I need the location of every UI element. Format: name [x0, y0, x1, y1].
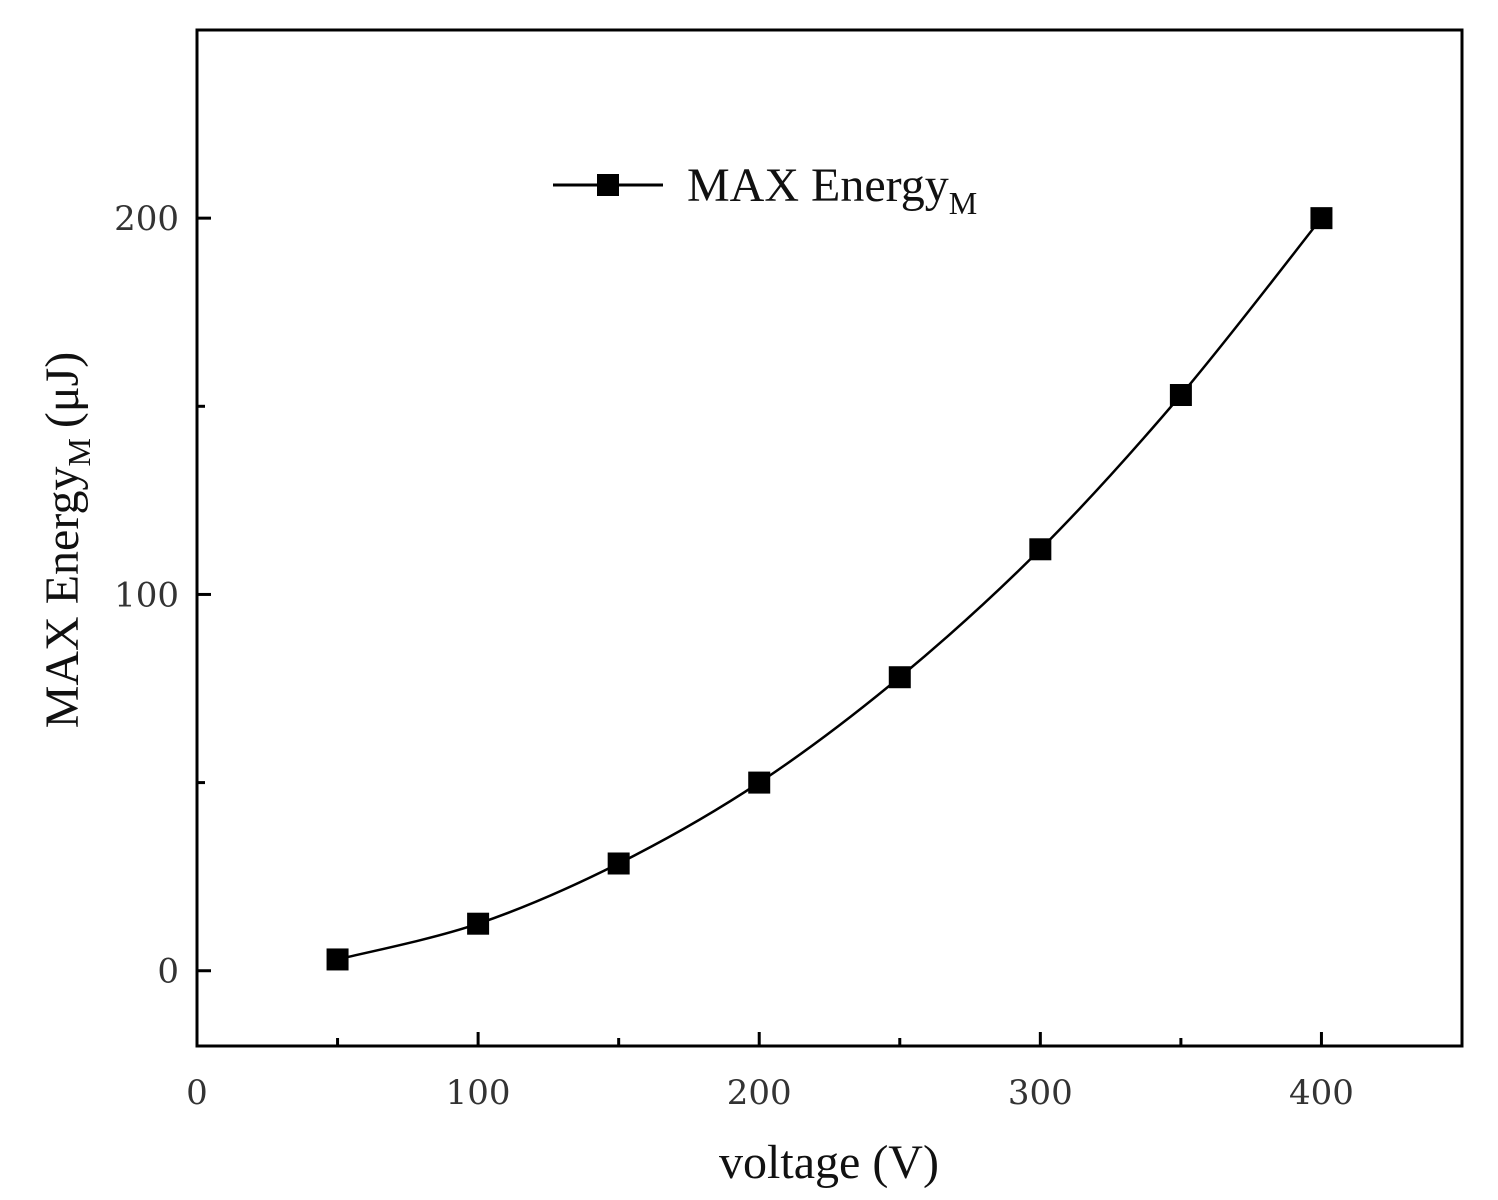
x-tick-label: 100 [446, 1073, 511, 1113]
x-axis-ticks: 0 100 200 300 400 [186, 1032, 1354, 1113]
x-tick-label: 0 [186, 1073, 208, 1113]
data-point-marker [607, 852, 630, 875]
data-point-marker [467, 912, 490, 935]
legend-series-subscript: M [949, 185, 977, 221]
data-point-marker [326, 948, 349, 971]
plot-frame [195, 28, 1464, 1048]
legend-label: MAX EnergyM [687, 159, 977, 221]
y-tick-label: 200 [114, 199, 179, 239]
y-axis-title-unit: (μJ) [36, 352, 89, 428]
series-layer [326, 207, 1333, 971]
data-point-marker [888, 666, 911, 689]
legend-marker [597, 174, 619, 196]
y-tick-label: 100 [114, 575, 179, 615]
y-axis-title: MAX EnergyM (μJ) [36, 352, 97, 729]
x-tick-label: 400 [1289, 1073, 1354, 1113]
x-tick-label: 300 [1008, 1073, 1073, 1113]
data-point-marker [748, 771, 771, 794]
legend: MAX EnergyM [553, 159, 977, 221]
data-point-marker [1310, 207, 1333, 230]
data-point-marker [1169, 384, 1192, 407]
legend-series-name: MAX Energy [687, 159, 949, 212]
y-tick-label: 0 [157, 952, 179, 992]
x-axis-title: voltage (V) [719, 1136, 939, 1189]
y-axis-title-main: MAX Energy [36, 467, 89, 729]
data-point-marker [1029, 538, 1052, 561]
y-axis-ticks: 0 100 200 [114, 199, 211, 992]
series-line [337, 217, 1323, 961]
x-tick-label: 200 [727, 1073, 792, 1113]
y-axis-title-subscript: M [61, 438, 97, 466]
